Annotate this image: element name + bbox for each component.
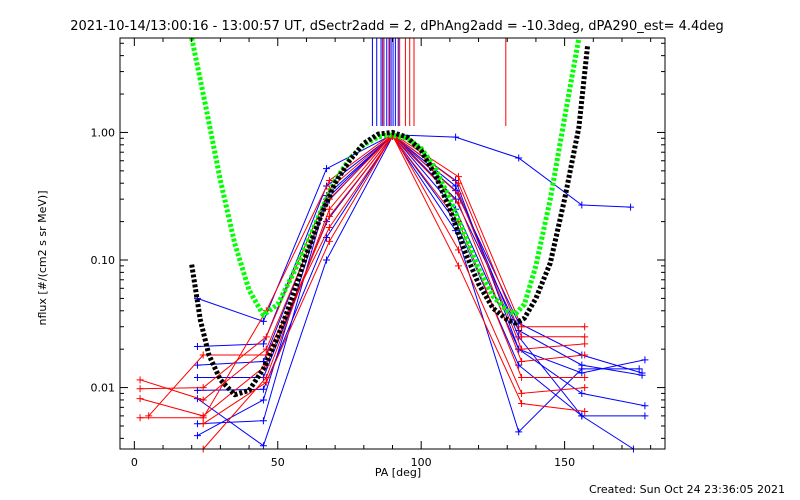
x-tick-label: 150	[554, 456, 575, 469]
data-point	[581, 384, 589, 392]
data-point	[581, 351, 589, 359]
data-point	[199, 420, 207, 428]
series-line	[140, 132, 585, 419]
data-point	[193, 342, 201, 350]
data-point	[515, 154, 523, 162]
y-tick-label: 0.01	[91, 382, 116, 395]
data-point	[515, 428, 523, 436]
series-line	[197, 134, 631, 323]
data-point	[454, 173, 462, 181]
data-point	[518, 358, 526, 366]
series-line	[197, 135, 645, 417]
data-point	[193, 373, 201, 381]
data-point	[259, 417, 267, 425]
data-point	[259, 317, 267, 325]
data-point	[635, 365, 643, 373]
data-point	[259, 396, 267, 404]
y-tick-label: 0.10	[91, 254, 116, 267]
data-point	[325, 205, 333, 213]
data-point	[262, 333, 270, 341]
data-point	[581, 333, 589, 341]
y-axis-label: nflux [#/(cm2 s sr MeV)]	[36, 191, 49, 326]
created-footer: Created: Sun Oct 24 23:36:05 2021	[589, 483, 785, 496]
series-line	[139, 135, 585, 417]
x-axis-label: PA [deg]	[375, 466, 421, 479]
series-line	[197, 135, 640, 447]
reference-curve	[189, 45, 591, 398]
data-point	[259, 442, 267, 450]
data-point	[454, 199, 462, 207]
data-point	[581, 323, 589, 331]
data-point	[578, 389, 586, 397]
data-point	[136, 385, 144, 393]
data-point	[641, 356, 649, 364]
data-point	[578, 365, 586, 373]
series-line	[148, 135, 585, 417]
series-line	[197, 134, 645, 425]
data-point	[323, 256, 331, 264]
data-point	[518, 400, 526, 408]
data-point	[136, 395, 144, 403]
data-point	[199, 412, 207, 420]
data-point	[454, 179, 462, 187]
data-point	[581, 373, 589, 381]
data-point	[136, 376, 144, 384]
data-point	[193, 432, 201, 440]
data-point	[325, 223, 333, 231]
data-point	[518, 333, 526, 341]
data-point	[199, 351, 207, 359]
data-point	[136, 414, 144, 422]
data-series	[136, 130, 649, 453]
data-point	[518, 389, 526, 397]
data-point	[638, 371, 646, 379]
y-tick-label: 1.00	[91, 126, 116, 139]
data-point	[259, 340, 267, 348]
data-point	[581, 340, 589, 348]
data-point	[452, 182, 460, 190]
data-point	[578, 201, 586, 209]
data-point	[145, 412, 153, 420]
data-point	[518, 373, 526, 381]
series-line	[202, 134, 585, 425]
data-point	[518, 323, 526, 331]
x-tick-label: 0	[131, 456, 138, 469]
reference-curves	[189, 37, 591, 398]
data-point	[325, 237, 333, 245]
data-point	[454, 262, 462, 270]
data-point	[199, 384, 207, 392]
axes: 0 50 100 150 0.01 0.10 1.00	[91, 38, 665, 469]
data-point	[262, 378, 270, 386]
data-point	[518, 345, 526, 353]
data-point	[641, 402, 649, 410]
data-point	[193, 361, 201, 369]
data-point	[581, 407, 589, 415]
marker-lines	[371, 38, 507, 126]
data-point	[199, 396, 207, 404]
data-point	[454, 190, 462, 198]
data-point	[259, 385, 267, 393]
data-point	[452, 133, 460, 141]
data-point	[627, 203, 635, 211]
data-point	[325, 177, 333, 185]
data-point	[578, 412, 586, 420]
data-point	[641, 412, 649, 420]
series-line	[197, 133, 643, 376]
x-tick-label: 50	[271, 456, 285, 469]
x-tick-label: 100	[411, 456, 432, 469]
data-point	[323, 165, 331, 173]
data-point	[454, 246, 462, 254]
data-point	[452, 195, 460, 203]
reference-curve	[189, 37, 582, 318]
chart-title: 2021-10-14/13:00:16 - 13:00:57 UT, dSect…	[70, 19, 724, 34]
